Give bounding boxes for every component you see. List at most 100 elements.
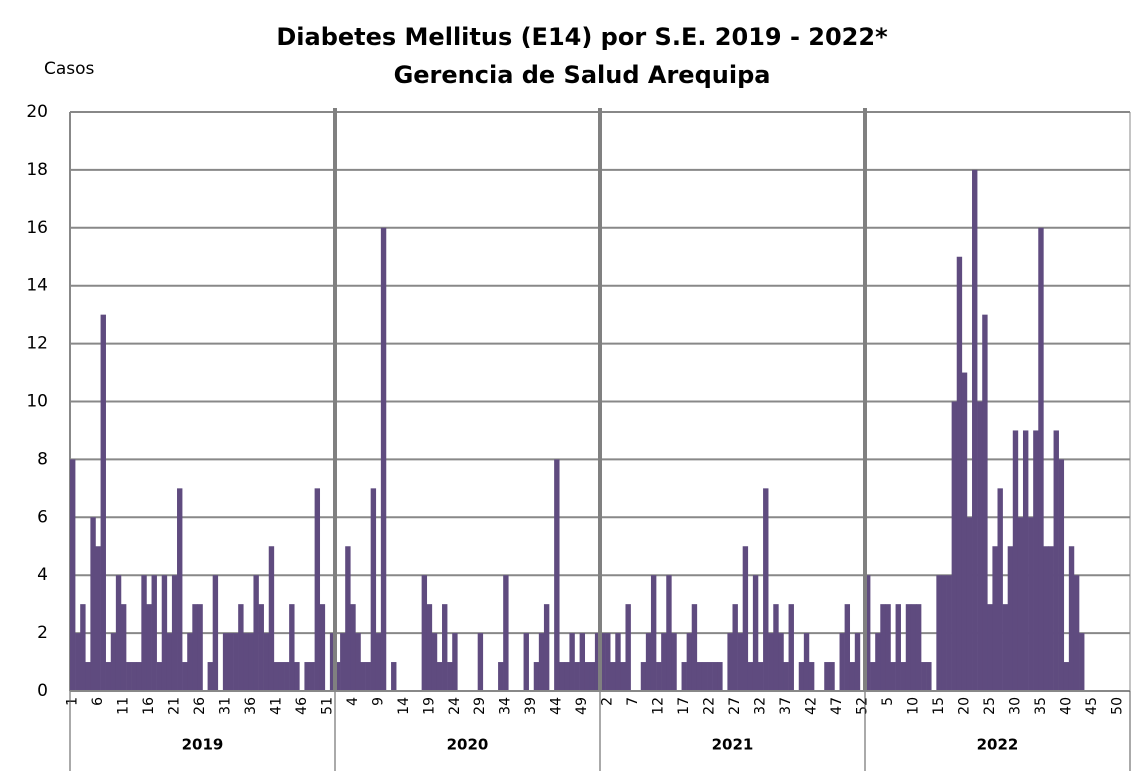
bar <box>839 633 845 691</box>
bar <box>90 517 96 691</box>
y-axis-label: Casos <box>44 59 95 79</box>
bar <box>681 662 687 691</box>
bar <box>197 604 203 691</box>
bar <box>380 227 387 692</box>
bar <box>523 633 529 691</box>
bar <box>1007 546 1014 691</box>
bar <box>956 256 963 691</box>
bar <box>798 662 805 691</box>
bar <box>854 633 861 691</box>
bar <box>95 546 101 691</box>
x-tick-label: 44 <box>549 697 565 715</box>
bar <box>115 575 122 691</box>
bar <box>977 401 983 691</box>
y-tick-label: 10 <box>26 392 48 412</box>
bar <box>533 662 540 691</box>
bar <box>294 662 300 691</box>
bar <box>625 604 631 691</box>
bar <box>788 604 794 691</box>
bar <box>1028 517 1034 691</box>
bar <box>905 604 912 691</box>
y-tick-label: 12 <box>26 334 48 354</box>
bar <box>431 633 438 691</box>
bar <box>768 633 774 691</box>
x-tick-label: 26 <box>192 697 208 715</box>
bar <box>915 604 922 691</box>
bar <box>936 575 942 691</box>
x-tick-label: 22 <box>702 697 718 715</box>
bar <box>961 372 968 691</box>
x-tick-label: 41 <box>268 697 284 715</box>
bar <box>146 604 152 691</box>
bar <box>610 662 616 691</box>
y-tick-label: 20 <box>26 102 48 122</box>
bar <box>1033 430 1039 691</box>
bar <box>727 633 733 691</box>
bar <box>732 604 738 691</box>
bar <box>574 662 580 691</box>
x-tick-label: 32 <box>753 697 769 715</box>
x-tick-label: 19 <box>421 697 437 715</box>
bar <box>554 459 560 691</box>
bar <box>701 662 708 691</box>
bar <box>289 604 295 691</box>
bar <box>1012 430 1019 691</box>
bar <box>248 633 254 691</box>
bar <box>564 662 570 691</box>
x-tick-label: 34 <box>498 697 514 715</box>
bar <box>686 633 693 691</box>
bar <box>600 633 606 691</box>
bar <box>370 488 377 691</box>
bar <box>278 662 285 691</box>
bar <box>263 633 270 691</box>
bar <box>951 401 958 691</box>
bar <box>712 662 718 691</box>
bar <box>1063 662 1070 691</box>
bar <box>350 604 356 691</box>
bar <box>992 546 998 691</box>
bar <box>360 662 366 691</box>
x-tick-label: 10 <box>905 697 921 715</box>
x-tick-label: 7 <box>625 697 641 706</box>
bar <box>273 662 280 691</box>
x-tick-label: 20 <box>956 697 972 715</box>
bar <box>671 633 677 691</box>
bar <box>340 633 346 691</box>
bar <box>875 633 881 691</box>
bar <box>1079 633 1085 691</box>
bar <box>131 662 137 691</box>
bar <box>900 662 907 691</box>
bar <box>355 633 361 691</box>
bar <box>717 662 723 691</box>
bar <box>803 633 810 691</box>
bar <box>1043 546 1049 691</box>
chart-subtitle: Gerencia de Salud Arequipa <box>394 61 771 89</box>
bar <box>141 575 147 691</box>
bar <box>926 662 932 691</box>
x-tick-label: 24 <box>447 697 463 715</box>
x-tick-label: 4 <box>345 697 361 706</box>
bar <box>640 662 647 691</box>
x-tick-label: 2 <box>600 697 616 706</box>
bar <box>182 662 188 691</box>
bar <box>946 575 952 691</box>
bar <box>941 575 947 691</box>
x-tick-label: 16 <box>141 697 157 715</box>
y-tick-label: 0 <box>37 681 48 701</box>
group-label: 2022 <box>977 736 1019 754</box>
x-tick-label: 49 <box>574 697 590 715</box>
bar <box>421 575 428 691</box>
bar <box>309 662 315 691</box>
bar <box>620 662 626 691</box>
bar <box>921 662 927 691</box>
bar <box>365 662 371 691</box>
bar <box>110 633 117 691</box>
y-tick-label: 16 <box>26 218 48 238</box>
bar <box>452 633 458 691</box>
bar <box>105 662 112 691</box>
x-tick-label: 47 <box>829 697 845 715</box>
bar <box>666 575 672 691</box>
bar <box>80 604 86 691</box>
bar <box>844 604 851 691</box>
